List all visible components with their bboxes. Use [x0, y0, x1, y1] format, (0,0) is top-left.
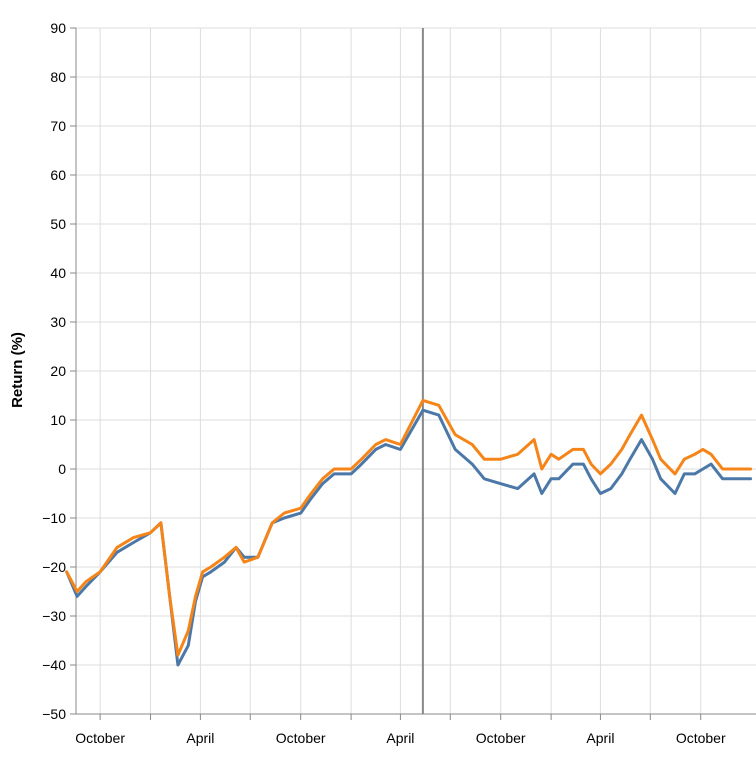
- y-tick-label: 60: [50, 167, 66, 183]
- y-axis-title: Return (%): [9, 332, 26, 408]
- x-tick-label: October: [276, 730, 326, 746]
- series-layer: [65, 398, 753, 667]
- y-tick-label: 50: [50, 216, 66, 232]
- y-tick-label: 30: [50, 314, 66, 330]
- y-tick-label: 80: [50, 69, 66, 85]
- series-line-1: [65, 408, 753, 667]
- series-line-2: [65, 398, 753, 657]
- axis-layer: 90 80 70 60 50 40 30 20 10 0 −10 −20 −30 −40 −50 Octobe…: [42, 20, 756, 746]
- y-tick-label: −30: [42, 608, 66, 624]
- x-tick-label: October: [476, 730, 526, 746]
- y-tick-label: 90: [50, 20, 66, 36]
- x-tick-label: April: [386, 730, 414, 746]
- y-tick-label: 10: [50, 412, 66, 428]
- y-tick-label: −20: [42, 559, 66, 575]
- y-tick-label: −40: [42, 657, 66, 673]
- y-tick-label: 40: [50, 265, 66, 281]
- x-tick-label: October: [676, 730, 726, 746]
- y-tick-label: 70: [50, 118, 66, 134]
- x-tick-label: April: [586, 730, 614, 746]
- y-tick-label: 20: [50, 363, 66, 379]
- x-tick-label: April: [186, 730, 214, 746]
- x-tick-label: October: [75, 730, 125, 746]
- grid-layer: [76, 27, 756, 715]
- y-tick-label: 0: [58, 461, 66, 477]
- y-tick-label: −50: [42, 706, 66, 722]
- y-tick-label: −10: [42, 510, 66, 526]
